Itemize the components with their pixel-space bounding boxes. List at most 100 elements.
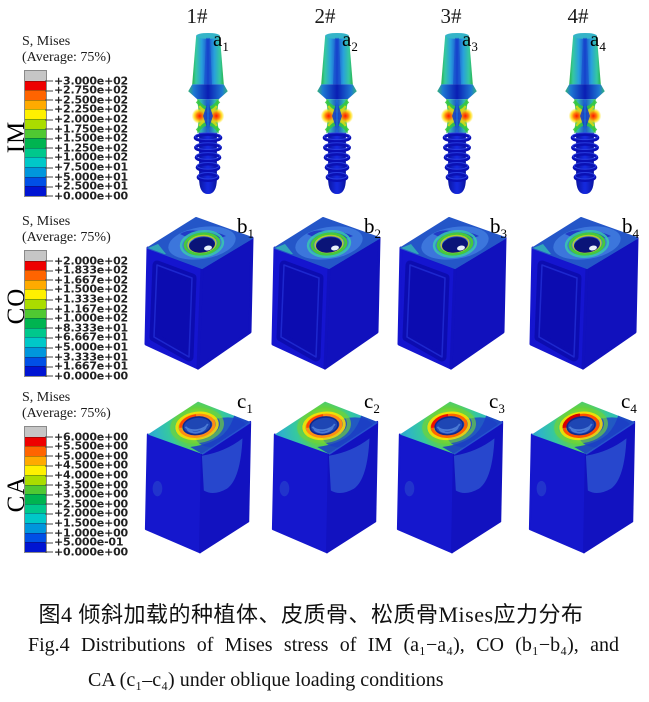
model-im-1: a1 <box>175 28 241 198</box>
panel-label-b3: b3 <box>490 214 507 242</box>
legend-tick-label: +1.667e+01 <box>45 359 128 373</box>
panel-label-b1: b1 <box>237 214 254 242</box>
panel-label-a2: a2 <box>342 27 358 55</box>
legend-color-band <box>25 147 46 158</box>
cancellous-bone-render <box>142 393 256 561</box>
legend-tick-label: +2.000e+02 <box>45 254 128 268</box>
legend-co: S, Mises (Average: 75%) +2.000e+02 +1.833… <box>22 214 128 382</box>
legend-tick-label: +5.000e-01 <box>44 535 124 549</box>
model-ca-4: c4 <box>526 391 640 561</box>
implant-stress-render <box>304 28 370 198</box>
legend-tick-label: +3.000e+02 <box>45 74 128 88</box>
legend-color-band <box>25 542 46 552</box>
legend-color-band <box>25 494 46 504</box>
legend-tick-label: +1.750e+02 <box>45 122 128 136</box>
legend-tick-label: +8.333e+01 <box>45 321 128 335</box>
legend-color-band <box>25 166 46 177</box>
legend-colorbar-ca: +6.000e+00 +5.500e+00 +5.000e+00 +4.500e+00… <box>24 426 128 558</box>
legend-color-band <box>25 474 46 485</box>
legend-color-band <box>25 318 46 328</box>
model-im-3: a3 <box>424 28 490 198</box>
legend-color-band <box>25 522 46 533</box>
legend-ca: S, Mises (Average: 75%) +6.000e+00 +5.500… <box>22 390 128 558</box>
legend-color-band <box>25 118 46 129</box>
panel-label-c3: c3 <box>489 389 505 417</box>
legend-tick-label: +1.000e+02 <box>45 311 128 325</box>
caption-english-line1: Fig.4 Distributions of Mises stress of I… <box>28 634 619 656</box>
column-header-1: 1# <box>186 4 208 28</box>
legend-color-band <box>25 346 46 357</box>
legend-tick-label: +2.500e+00 <box>45 497 128 511</box>
legend-tick-label: +2.500e+02 <box>45 93 128 107</box>
legend-tick-label: +1.000e+02 <box>45 150 128 164</box>
legend-subtitle: (Average: 75%) <box>22 50 111 65</box>
legend-tick-label: +0.000e+00 <box>45 545 128 559</box>
legend-color-band <box>25 308 46 319</box>
implant-stress-render <box>175 28 241 198</box>
legend-tick-label: +5.500e+00 <box>45 439 128 453</box>
legend-color-band <box>25 532 46 543</box>
implant-stress-render <box>424 28 490 198</box>
legend-title: S, Mises <box>22 390 71 405</box>
legend-title: S, Mises <box>22 214 71 229</box>
legend-subtitle: (Average: 75%) <box>22 230 111 245</box>
panel-label-a3: a3 <box>462 27 478 55</box>
caption-english-line2: CA (c₁–c₄) under oblique loading conditi… <box>88 669 444 691</box>
model-ca-1: c1 <box>142 389 256 561</box>
legend-tick-label: +2.000e+02 <box>45 112 128 126</box>
legend-tick-label: +1.250e+02 <box>45 141 128 155</box>
legend-color-band <box>25 298 46 309</box>
legend-tick-label: +6.667e+01 <box>45 330 128 344</box>
legend-color-band <box>25 109 46 119</box>
legend-color-band <box>25 90 46 100</box>
legend-color-band <box>25 270 46 280</box>
cancellous-bone-render <box>394 393 508 561</box>
legend-tick-label: +5.000e+01 <box>45 170 128 184</box>
legend-tick-label: +2.250e+02 <box>45 102 128 116</box>
legend-color-band <box>25 455 46 466</box>
legend-title: S, Mises <box>22 34 71 49</box>
panel-label-c2: c2 <box>364 389 380 417</box>
cancellous-bone-render <box>526 393 640 561</box>
legend-color-band <box>25 138 46 148</box>
legend-color-band <box>25 465 46 475</box>
legend-color-band <box>25 176 46 187</box>
legend-tick-label: +3.000e+00 <box>45 487 128 501</box>
legend-tick-label: +2.500e+01 <box>45 179 128 193</box>
legend-colorbar-im: +3.000e+02 +2.750e+02 +2.500e+02 +2.250e+02… <box>24 70 128 202</box>
legend-color-band <box>25 427 46 437</box>
legend-tick-label: +5.000e+01 <box>45 340 128 354</box>
legend-tick-label: +2.000e+00 <box>45 506 128 520</box>
panel-label-a1: a1 <box>213 27 229 55</box>
legend-im: S, Mises (Average: 75%) +3.000e+02 +2.750… <box>22 34 128 202</box>
panel-label-b4: b4 <box>622 214 639 242</box>
legend-color-band <box>25 289 46 299</box>
model-co-3: b3 <box>393 212 511 375</box>
legend-color-band <box>25 327 46 338</box>
legend-color-band <box>25 157 46 167</box>
legend-tick-label: +1.167e+02 <box>45 302 128 316</box>
legend-tick-label: +5.000e+00 <box>45 449 128 463</box>
legend-subtitle: (Average: 75%) <box>22 406 111 421</box>
legend-tick-label: +1.500e+02 <box>45 131 128 145</box>
legend-tick-label: +1.500e+00 <box>45 516 128 530</box>
legend-tick-label: +1.000e+00 <box>45 526 128 540</box>
legend-color-band <box>25 503 46 514</box>
column-header-4: 4# <box>567 4 589 28</box>
legend-color-band <box>25 71 46 81</box>
legend-tick-label: +1.667e+02 <box>45 273 128 287</box>
panel-label-c1: c1 <box>237 389 253 417</box>
caption-chinese: 图4 倾斜加载的种植体、皮质骨、松质骨Mises应力分布 <box>38 602 584 627</box>
implant-stress-render <box>552 28 618 198</box>
legend-color-band <box>25 260 46 271</box>
legend-tick-label: +1.333e+02 <box>45 292 128 306</box>
legend-tick-label: +3.500e+00 <box>45 478 128 492</box>
legend-color-band <box>25 356 46 367</box>
legend-color-band <box>25 251 46 261</box>
legend-tick-label: +2.750e+02 <box>45 83 128 97</box>
legend-color-band <box>25 337 46 347</box>
column-header-3: 3# <box>440 4 462 28</box>
legend-tick-label: +4.000e+00 <box>45 468 128 482</box>
legend-colorbar-co: +2.000e+02 +1.833e+02 +1.667e+02 +1.500e+02… <box>24 250 128 382</box>
